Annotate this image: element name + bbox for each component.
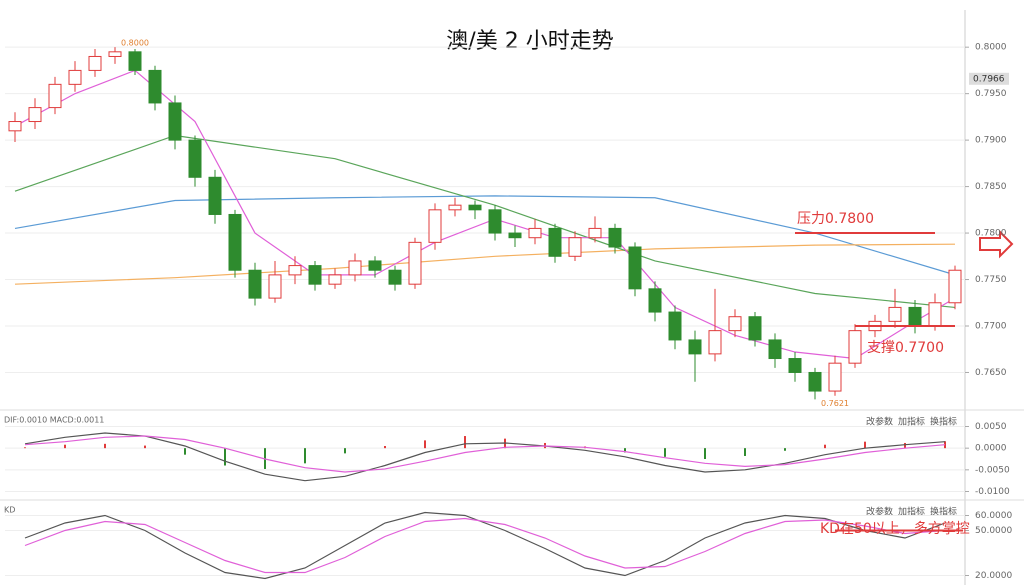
- candle-body: [828, 362, 842, 392]
- candle-body: [688, 339, 702, 355]
- candle-body: [508, 232, 522, 239]
- y-tick-label: 60.0000: [975, 511, 1012, 521]
- support-label: 支撑0.7700: [867, 340, 944, 356]
- candle-body: [588, 227, 602, 239]
- candle-body: [448, 204, 462, 211]
- extreme-label: 0.8000: [121, 39, 149, 48]
- macd-label: DIF:0.0010 MACD:0.0011: [4, 416, 104, 425]
- candle-body: [268, 274, 282, 299]
- candle-body: [728, 316, 742, 332]
- candle-body: [708, 330, 722, 355]
- macd-line: [24, 435, 946, 473]
- candle-body: [628, 246, 642, 290]
- y-tick-label: -0.0050: [975, 465, 1010, 475]
- y-tick-label: 0.7950: [975, 89, 1007, 99]
- toolbar-button[interactable]: 改参数: [866, 506, 893, 518]
- toolbar-button[interactable]: 加指标: [898, 416, 925, 428]
- toolbar-button[interactable]: 加指标: [898, 506, 925, 518]
- candle-body: [188, 139, 202, 178]
- y-tick-label: 0.8000: [975, 43, 1007, 53]
- candle-body: [408, 241, 422, 285]
- candle-body: [168, 102, 182, 141]
- candle-body: [88, 55, 102, 71]
- candle-body: [768, 339, 782, 360]
- candle-body: [548, 227, 562, 257]
- candle-body: [848, 330, 862, 364]
- moving-average: [14, 243, 956, 285]
- candle-body: [288, 265, 302, 276]
- resistance-label: 压力0.7800: [797, 211, 874, 227]
- y-tick-label: 0.7800: [975, 229, 1007, 239]
- chart-title: 澳/美 2 小时走势: [446, 29, 613, 54]
- y-tick-label: 0.7900: [975, 136, 1007, 146]
- candle-body: [328, 274, 342, 285]
- candle-body: [368, 260, 382, 271]
- candle-body: [128, 51, 142, 71]
- y-tick-label: 0.0000: [975, 444, 1007, 454]
- kd-label: KD: [4, 506, 15, 515]
- y-tick-label: 0.0050: [975, 422, 1007, 432]
- extreme-label: 0.7621: [821, 399, 849, 408]
- kd-line: [24, 517, 946, 574]
- candle-body: [248, 269, 262, 299]
- toolbar-button[interactable]: 换指标: [930, 506, 957, 518]
- y-tick-label: -0.0100: [975, 487, 1010, 497]
- candle-body: [748, 316, 762, 341]
- y-tick-label: 0.7750: [975, 275, 1007, 285]
- candle-body: [108, 51, 122, 57]
- kd-annotation: KD在50以上，多方掌控: [820, 520, 970, 537]
- candle-body: [788, 358, 802, 373]
- candle-body: [468, 204, 482, 211]
- candle-body: [608, 227, 622, 248]
- candle-body: [208, 176, 222, 215]
- y-tick-label: 0.7700: [975, 322, 1007, 332]
- candle-body: [348, 260, 362, 276]
- candle-body: [568, 237, 582, 257]
- candle-body: [48, 83, 62, 109]
- price-marker-label: 0.7966: [973, 74, 1005, 84]
- y-tick-label: 50.0000: [975, 526, 1012, 536]
- y-tick-label: 20.0000: [975, 571, 1012, 581]
- candle-body: [28, 107, 42, 123]
- candle-body: [8, 121, 22, 132]
- candle-body: [528, 227, 542, 239]
- candle-body: [308, 265, 322, 285]
- toolbar-button[interactable]: 换指标: [930, 416, 957, 428]
- candle-body: [908, 306, 922, 327]
- y-tick-label: 0.7850: [975, 182, 1007, 192]
- y-tick-label: 0.7650: [975, 368, 1007, 378]
- candle-body: [388, 269, 402, 285]
- arrow-icon: [979, 229, 1014, 259]
- candle-body: [668, 311, 682, 341]
- candle-body: [648, 288, 662, 313]
- candle-body: [928, 302, 942, 327]
- candle-body: [428, 209, 442, 243]
- toolbar-button[interactable]: 改参数: [866, 416, 893, 428]
- macd-line: [24, 432, 946, 482]
- candle-body: [948, 269, 962, 304]
- candle-body: [808, 371, 822, 392]
- candle-body: [68, 69, 82, 85]
- price-marker: [969, 72, 1009, 85]
- candle-body: [148, 69, 162, 104]
- candle-body: [888, 306, 902, 322]
- kd-line: [24, 511, 946, 580]
- candle-body: [228, 213, 242, 271]
- candle-body: [488, 209, 502, 234]
